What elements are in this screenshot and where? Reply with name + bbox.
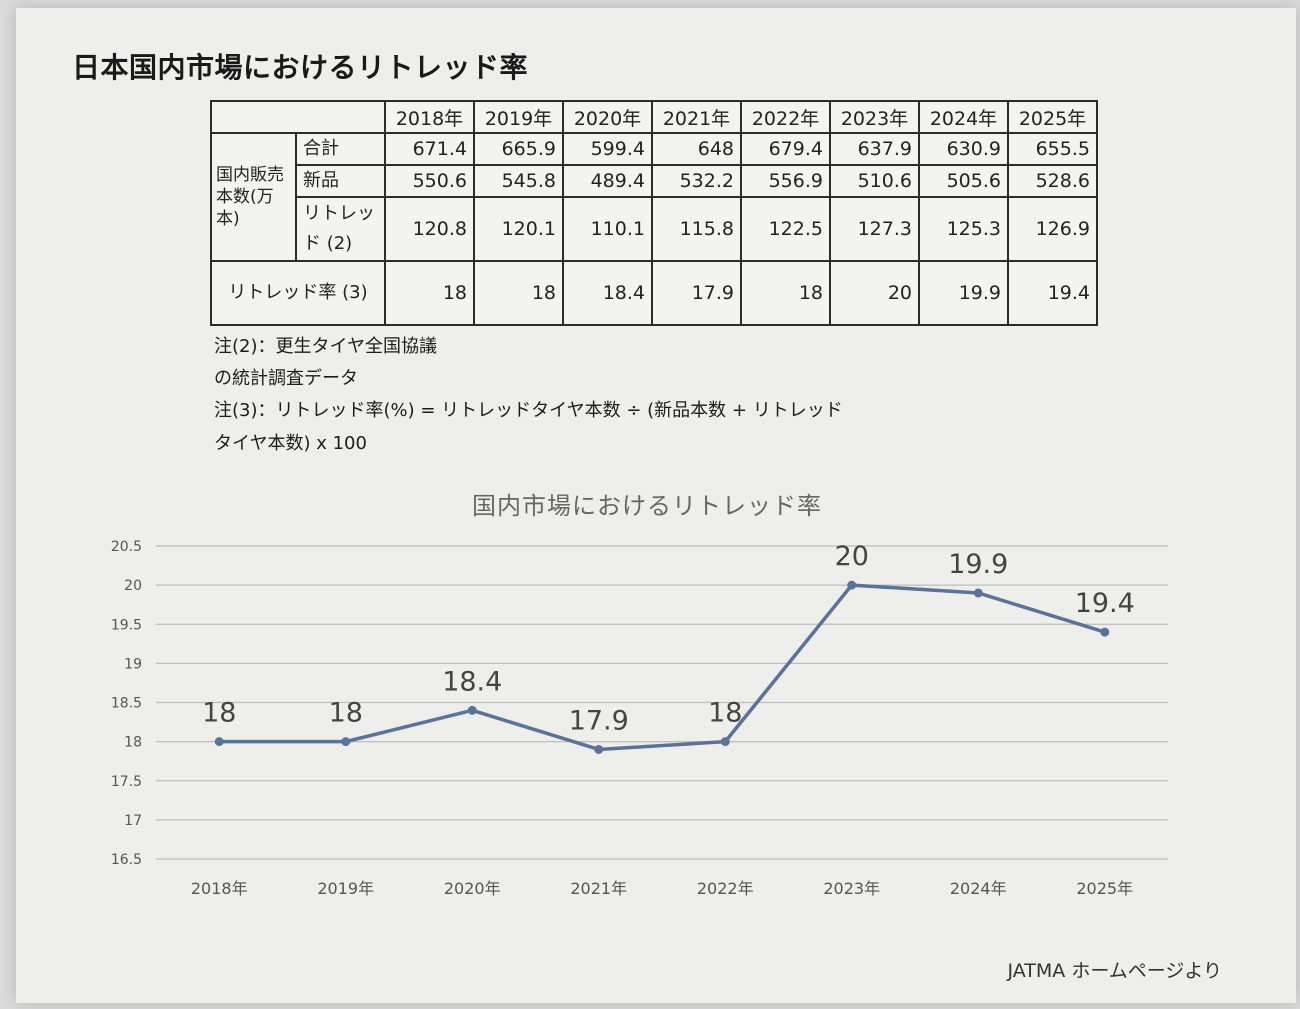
data-label: 20 <box>835 541 869 572</box>
data-label: 19.9 <box>948 549 1008 580</box>
data-point <box>847 580 857 590</box>
y-tick-label: 17.5 <box>111 774 142 790</box>
note-3-line-1: 注(3)：リトレッド率(%) = リトレッドタイヤ本数 ÷ (新品本数 + リト… <box>214 400 843 421</box>
table-cell: 648 <box>651 132 742 166</box>
table-cell: 120.8 <box>384 196 475 262</box>
table-cell: 115.8 <box>651 196 742 262</box>
table-cell: 18.4 <box>562 260 653 326</box>
data-label: 19.4 <box>1075 588 1135 619</box>
data-point <box>720 737 730 747</box>
data-label: 18 <box>202 698 236 729</box>
y-tick-label: 19.5 <box>111 617 142 633</box>
page-title: 日本国内市場におけるリトレッド率 <box>72 51 529 84</box>
table-cell: 637.9 <box>829 132 920 166</box>
table-cell: 18 <box>740 260 831 326</box>
row-label: リトレッド (2) <box>294 196 387 262</box>
table-cell: 655.5 <box>1007 132 1098 166</box>
x-tick-label: 2019年 <box>317 879 374 898</box>
data-point <box>214 737 224 747</box>
x-tick-label: 2020年 <box>444 879 501 898</box>
table-cell: 528.6 <box>1007 164 1098 198</box>
year-header: 2023年 <box>829 100 920 134</box>
data-label: 18 <box>708 698 742 729</box>
table-cell: 127.3 <box>829 196 920 262</box>
table-cell: 18 <box>384 260 475 326</box>
chart-title: 国内市場におけるリトレッド率 <box>472 492 822 520</box>
table-cell: 679.4 <box>740 132 831 166</box>
data-label: 18 <box>329 698 363 729</box>
x-tick-label: 2018年 <box>191 879 248 898</box>
table-cell: 510.6 <box>829 164 920 198</box>
table-cell: 665.9 <box>473 132 564 166</box>
table-cell: 17.9 <box>651 260 742 326</box>
table-cell: 599.4 <box>562 132 653 166</box>
table-row-total: 国内販売本数(万本) 合計 671.4 665.9 599.4 648 679.… <box>210 132 1098 262</box>
line-chart: 16.5 17 17.5 18 18.5 19 19.5 20 20.5 2018年 2019年 20… <box>111 539 1168 898</box>
table-cell: 19.9 <box>918 260 1009 326</box>
year-header: 2020年 <box>562 100 653 134</box>
row-label: 新品 <box>294 164 387 198</box>
table-cell: 110.1 <box>562 196 653 262</box>
y-tick-label: 18 <box>124 735 142 751</box>
table-cell: 18 <box>473 260 564 326</box>
slide: 日本国内市場におけるリトレッド率 2018年 2019年 2020年 2021年… <box>16 8 1296 1003</box>
x-tick-label: 2024年 <box>950 879 1007 898</box>
x-tick-label: 2021年 <box>570 879 627 898</box>
stats-table: 2018年 2019年 2020年 2021年 2022年 2023年 2024… <box>210 100 1098 326</box>
row-label: リトレッド率 (3) <box>210 260 386 326</box>
table-row-retread: リトレッド (2) 120.8 120.1 110.1 115.8 122.5 … <box>211 196 1098 262</box>
data-point <box>594 744 604 754</box>
table-cell: 126.9 <box>1007 196 1098 262</box>
year-header: 2022年 <box>740 100 831 134</box>
note-2-line-1: 注(2)：更生タイヤ全国協議 <box>214 336 437 357</box>
table-cell: 550.6 <box>384 164 475 198</box>
table-cell: 489.4 <box>562 164 653 198</box>
y-tick-label: 17 <box>124 813 142 829</box>
data-point <box>1100 627 1110 637</box>
data-point <box>467 705 477 715</box>
row-label: 合計 <box>294 132 387 166</box>
table-cell: 671.4 <box>384 132 475 166</box>
note-2-line-2: の統計調査データ <box>214 368 358 389</box>
table-cell: 630.9 <box>918 132 1009 166</box>
table-row-rate: リトレッド率 (3) 18 18 18.4 17.9 18 20 19.9 19… <box>210 260 1098 326</box>
y-tick-label: 18.5 <box>111 696 142 712</box>
group-label: 国内販売本数(万本) <box>210 132 297 262</box>
year-header: 2024年 <box>918 100 1009 134</box>
y-tick-label: 16.5 <box>111 852 142 868</box>
year-header: 2021年 <box>651 100 742 134</box>
table-corner-cell <box>210 100 386 134</box>
table-cell: 19.4 <box>1007 260 1098 326</box>
year-header: 2019年 <box>473 100 564 134</box>
data-point <box>341 737 351 747</box>
table-cell: 125.3 <box>918 196 1009 262</box>
y-tick-label: 19 <box>124 656 142 672</box>
table-cell: 120.1 <box>473 196 564 262</box>
x-tick-label: 2022年 <box>697 879 754 898</box>
data-point <box>973 588 983 598</box>
table-cell: 505.6 <box>918 164 1009 198</box>
y-tick-label: 20 <box>124 578 142 594</box>
data-label: 18.4 <box>442 666 502 697</box>
y-tick-label: 20.5 <box>111 539 142 555</box>
data-label: 17.9 <box>569 705 629 736</box>
source-credit: JATMA ホームページより <box>1007 960 1223 982</box>
table-cell: 122.5 <box>740 196 831 262</box>
note-3-line-2: タイヤ本数) x 100 <box>214 433 367 454</box>
x-tick-label: 2023年 <box>823 879 880 898</box>
table-cell: 20 <box>829 260 920 326</box>
table-row-new: 新品 550.6 545.8 489.4 532.2 556.9 510.6 5… <box>211 164 1098 198</box>
table-header-row: 2018年 2019年 2020年 2021年 2022年 2023年 2024… <box>210 100 1098 134</box>
series-line <box>219 583 1106 752</box>
table-cell: 545.8 <box>473 164 564 198</box>
year-header: 2025年 <box>1007 100 1098 134</box>
table-cell: 532.2 <box>651 164 742 198</box>
year-header: 2018年 <box>384 100 475 134</box>
table-cell: 556.9 <box>740 164 831 198</box>
x-tick-label: 2025年 <box>1076 879 1133 898</box>
